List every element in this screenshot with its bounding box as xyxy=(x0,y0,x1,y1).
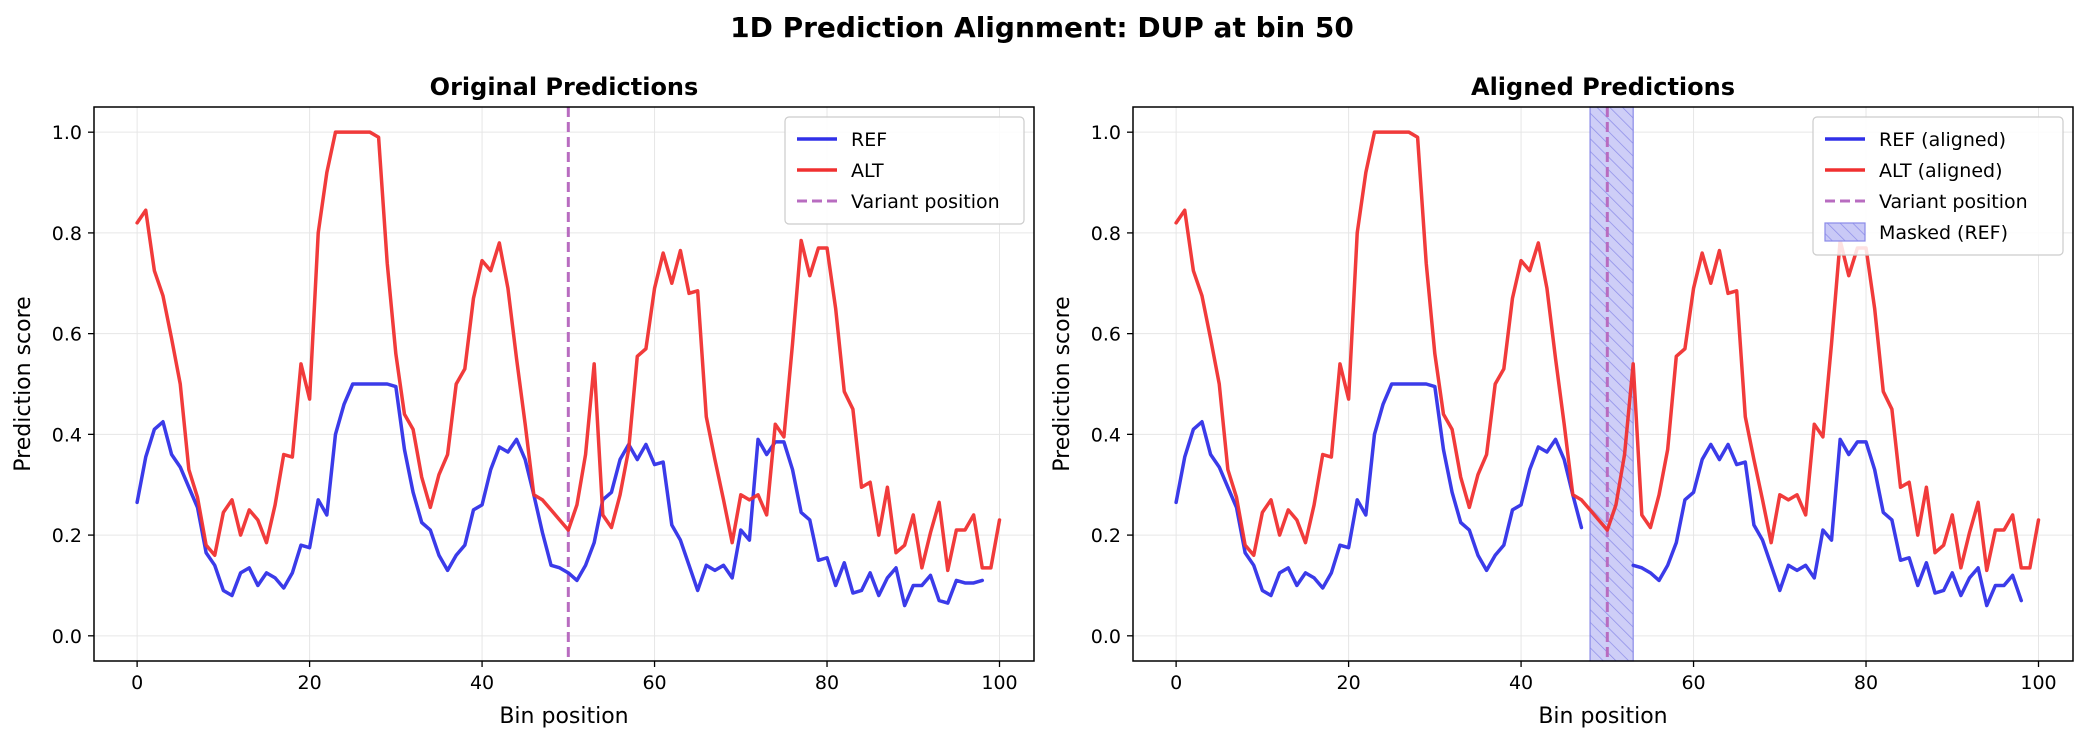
y-tick-label: 0.0 xyxy=(1091,626,1121,648)
panel-title: Original Predictions xyxy=(430,73,699,101)
legend-box xyxy=(1812,116,2064,256)
y-axis-label: Prediction score xyxy=(11,296,36,471)
alt-line xyxy=(1174,130,2041,573)
legend-label: ALT xyxy=(851,160,884,182)
x-axis-label: Bin position xyxy=(1538,704,1667,729)
y-tick-label: 0.8 xyxy=(52,223,82,245)
y-tick-label: 0.8 xyxy=(1091,223,1121,245)
legend-label: Variant position xyxy=(851,191,1000,213)
y-axis-label: Prediction score xyxy=(1050,296,1075,471)
x-tick-label: 0 xyxy=(1170,672,1182,694)
y-tick-label: 0.4 xyxy=(52,424,82,446)
x-tick-label: 80 xyxy=(1854,672,1878,694)
legend-label: REF (aligned) xyxy=(1879,129,2006,151)
masked-region-hatch xyxy=(1589,106,1634,662)
panel-1: 0 20 40 60 80 100 0.0 0.2 0.4 0.6 0.8 1.0 Original P… xyxy=(11,73,1035,729)
y-tick-label: 1.0 xyxy=(52,122,82,144)
legend-label: Variant position xyxy=(1879,191,2028,213)
y-tick-label: 0.4 xyxy=(1091,424,1121,446)
legend-label: REF xyxy=(851,129,887,151)
ref-line-segment-2 xyxy=(1631,437,2024,608)
x-tick-label: 20 xyxy=(1337,672,1361,694)
x-tick-label: 60 xyxy=(642,672,666,694)
x-tick-label: 60 xyxy=(1681,672,1705,694)
y-tick-label: 0.6 xyxy=(1091,324,1121,346)
x-tick-label: 40 xyxy=(1509,672,1533,694)
x-tick-label: 0 xyxy=(131,672,143,694)
y-tick-label: 0.0 xyxy=(52,626,82,648)
axes-frame xyxy=(1132,106,2074,662)
axes-frame xyxy=(93,106,1035,662)
x-tick-label: 20 xyxy=(298,672,322,694)
x-tick-label: 100 xyxy=(2020,672,2056,694)
y-tick-label: 1.0 xyxy=(1091,122,1121,144)
legend-box xyxy=(784,116,1025,225)
y-tick-label: 0.6 xyxy=(52,324,82,346)
legend-swatch-masked-hatch xyxy=(1825,223,1865,241)
x-axis-label: Bin position xyxy=(499,704,628,729)
x-tick-label: 80 xyxy=(815,672,839,694)
alt-line xyxy=(135,130,1002,573)
y-tick-label: 0.2 xyxy=(52,525,82,547)
panel-title: Aligned Predictions xyxy=(1471,73,1735,101)
legend: REF (aligned) ALT (aligned) Variant positi… xyxy=(1812,116,2064,256)
figure-title: 1D Prediction Alignment: DUP at bin 50 xyxy=(730,11,1354,44)
panel-2: 0 20 40 60 80 100 0.0 0.2 0.4 0.6 0.8 1.0 Aligned Pr… xyxy=(1050,73,2074,729)
ref-line xyxy=(135,382,985,608)
x-tick-label: 40 xyxy=(470,672,494,694)
legend: REF ALT Variant position xyxy=(784,116,1025,225)
x-tick-label: 100 xyxy=(981,672,1017,694)
legend-label: Masked (REF) xyxy=(1879,222,2008,244)
y-tick-label: 0.2 xyxy=(1091,525,1121,547)
legend-label: ALT (aligned) xyxy=(1879,160,2003,182)
